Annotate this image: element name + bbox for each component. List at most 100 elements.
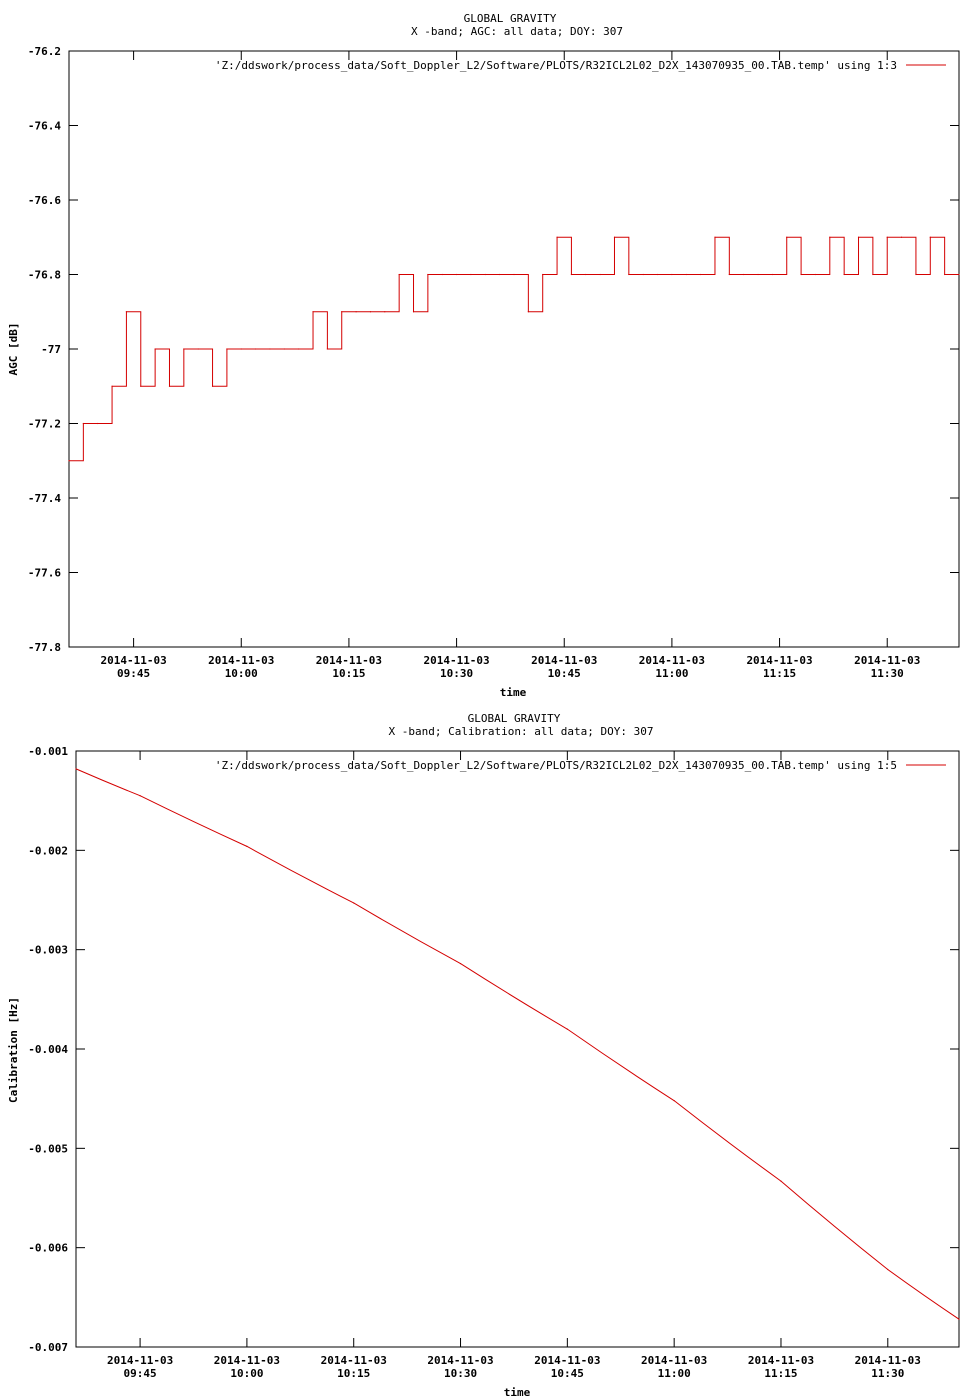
agc-data-point xyxy=(757,273,759,276)
agc-chart-title: GLOBAL GRAVITY xyxy=(464,12,557,25)
agc-chart-subtitle: X -band; AGC: all data; DOY: 307 xyxy=(411,25,623,38)
calibration-data-point xyxy=(887,1268,889,1271)
calibration-x-tick-time: 10:00 xyxy=(230,1367,263,1380)
agc-data-point xyxy=(728,273,730,276)
agc-data-point xyxy=(700,273,702,276)
agc-y-tick-label: -77.8 xyxy=(28,641,61,654)
agc-data-point xyxy=(412,311,415,313)
agc-data-point xyxy=(269,348,271,350)
agc-data-point xyxy=(642,273,644,276)
agc-x-tick-time: 09:45 xyxy=(117,667,150,680)
agc-y-tick-label: -77.2 xyxy=(28,418,61,431)
agc-x-tick-time: 10:00 xyxy=(225,667,258,680)
calibration-plot-area: -0.001 -0.002 -0.003 -0.004 -0.005 -0.006 -0.0… xyxy=(28,745,960,1380)
agc-data-point xyxy=(154,348,156,350)
agc-data-point xyxy=(714,236,716,238)
calibration-x-tick-date: 2014-11-03 xyxy=(427,1354,493,1367)
agc-data-point xyxy=(140,385,142,387)
agc-data-point xyxy=(585,273,587,276)
agc-data-point xyxy=(240,348,242,350)
agc-data-point xyxy=(283,348,285,350)
agc-data-point xyxy=(369,311,372,313)
agc-data-point xyxy=(499,273,501,276)
agc-y-tick-label: -76.2 xyxy=(28,45,61,58)
agc-legend-label: 'Z:/ddswork/process_data/Soft_Doppler_L2… xyxy=(215,59,897,72)
agc-data-point xyxy=(771,273,773,276)
agc-x-tick-date: 2014-11-03 xyxy=(746,654,812,667)
calibration-data-point xyxy=(139,795,141,797)
agc-data-point xyxy=(958,273,960,276)
agc-data-point xyxy=(384,311,386,313)
agc-y-tick-label: -76.6 xyxy=(28,194,61,207)
agc-data-point xyxy=(786,236,788,238)
agc-data-point xyxy=(470,273,472,276)
calibration-y-tick-label: -0.005 xyxy=(28,1142,68,1155)
calibration-y-tick-label: -0.004 xyxy=(28,1043,68,1056)
calibration-x-tick-time: 09:45 xyxy=(124,1367,157,1380)
agc-data-point xyxy=(427,273,429,276)
agc-data-point xyxy=(513,273,515,276)
calibration-x-tick-time: 11:15 xyxy=(764,1367,797,1380)
agc-series-line xyxy=(69,236,959,462)
agc-data-point xyxy=(197,348,199,350)
agc-data-point xyxy=(355,311,357,313)
agc-data-point xyxy=(556,236,558,238)
calibration-y-tick-label: -0.006 xyxy=(28,1242,68,1255)
calibration-x-tick-time: 10:30 xyxy=(444,1367,477,1380)
calibration-x-tick-time: 11:30 xyxy=(871,1367,904,1380)
calibration-data-point xyxy=(780,1180,782,1182)
calibration-x-tick-date: 2014-11-03 xyxy=(748,1354,814,1367)
calibration-data-point xyxy=(75,768,77,770)
agc-data-point xyxy=(312,311,314,313)
calibration-data-point xyxy=(353,902,355,904)
agc-x-tick-time: 10:15 xyxy=(332,667,365,680)
calibration-x-tick-date: 2014-11-03 xyxy=(214,1354,280,1367)
agc-data-point xyxy=(915,273,917,276)
calibration-y-tick-label: -0.001 xyxy=(28,745,68,758)
agc-x-tick-date: 2014-11-03 xyxy=(423,654,489,667)
calibration-x-tick-time: 11:00 xyxy=(658,1367,691,1380)
agc-data-point xyxy=(570,273,573,276)
agc-data-point xyxy=(211,385,214,387)
agc-data-point xyxy=(484,273,486,276)
calibration-x-tick-date: 2014-11-03 xyxy=(641,1354,707,1367)
calibration-x-tick-date: 2014-11-03 xyxy=(321,1354,387,1367)
calibration-x-tick-date: 2014-11-03 xyxy=(855,1354,921,1367)
agc-data-point xyxy=(68,460,70,462)
agc-data-point xyxy=(743,273,745,276)
agc-x-tick-time: 11:15 xyxy=(763,667,796,680)
agc-data-point xyxy=(168,385,171,387)
agc-data-point xyxy=(298,348,300,350)
calibration-y-tick-label: -0.002 xyxy=(28,844,68,857)
agc-data-point xyxy=(527,311,529,313)
calibration-plot-frame xyxy=(75,750,960,1348)
calibration-data-point xyxy=(566,1028,568,1030)
calibration-chart: GLOBAL GRAVITY X -band; Calibration: all… xyxy=(7,712,946,1399)
agc-data-point xyxy=(255,348,257,350)
agc-x-tick-date: 2014-11-03 xyxy=(316,654,382,667)
agc-data-point xyxy=(341,311,343,313)
calibration-data-point xyxy=(673,1100,675,1102)
agc-plot-area: -76.2 -76.4 -76.6 -76.8 -77 -77.2 -77.4 -77.6 -7… xyxy=(28,45,960,680)
agc-x-tick-time: 11:00 xyxy=(655,667,688,680)
calibration-x-tick-date: 2014-11-03 xyxy=(534,1354,600,1367)
agc-x-tick-date: 2014-11-03 xyxy=(100,654,166,667)
agc-chart: GLOBAL GRAVITY X -band; AGC: all data; D… xyxy=(7,12,946,699)
calibration-series-line xyxy=(75,768,960,1320)
agc-data-point xyxy=(886,236,888,238)
calibration-y-tick-label: -0.007 xyxy=(28,1341,68,1354)
agc-data-point xyxy=(872,273,874,276)
calibration-data-point xyxy=(246,845,248,847)
agc-y-tick-label: -77.6 xyxy=(28,567,61,580)
agc-data-point xyxy=(125,311,128,313)
calibration-chart-title: GLOBAL GRAVITY xyxy=(468,712,561,725)
agc-y-tick-label: -76.4 xyxy=(28,120,61,133)
agc-x-tick-time: 10:30 xyxy=(440,667,473,680)
agc-data-point xyxy=(929,236,931,238)
agc-data-point xyxy=(857,236,860,238)
agc-data-point xyxy=(829,236,831,238)
calibration-y-axis-label: Calibration [Hz] xyxy=(7,997,20,1103)
calibration-chart-subtitle: X -band; Calibration: all data; DOY: 307 xyxy=(389,725,654,738)
agc-x-tick-date: 2014-11-03 xyxy=(531,654,597,667)
agc-y-tick-label: -76.8 xyxy=(28,269,61,282)
